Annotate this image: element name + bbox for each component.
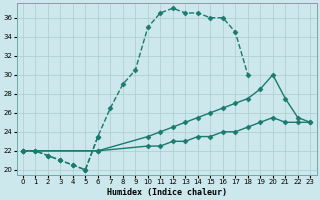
X-axis label: Humidex (Indice chaleur): Humidex (Indice chaleur) bbox=[107, 188, 227, 197]
